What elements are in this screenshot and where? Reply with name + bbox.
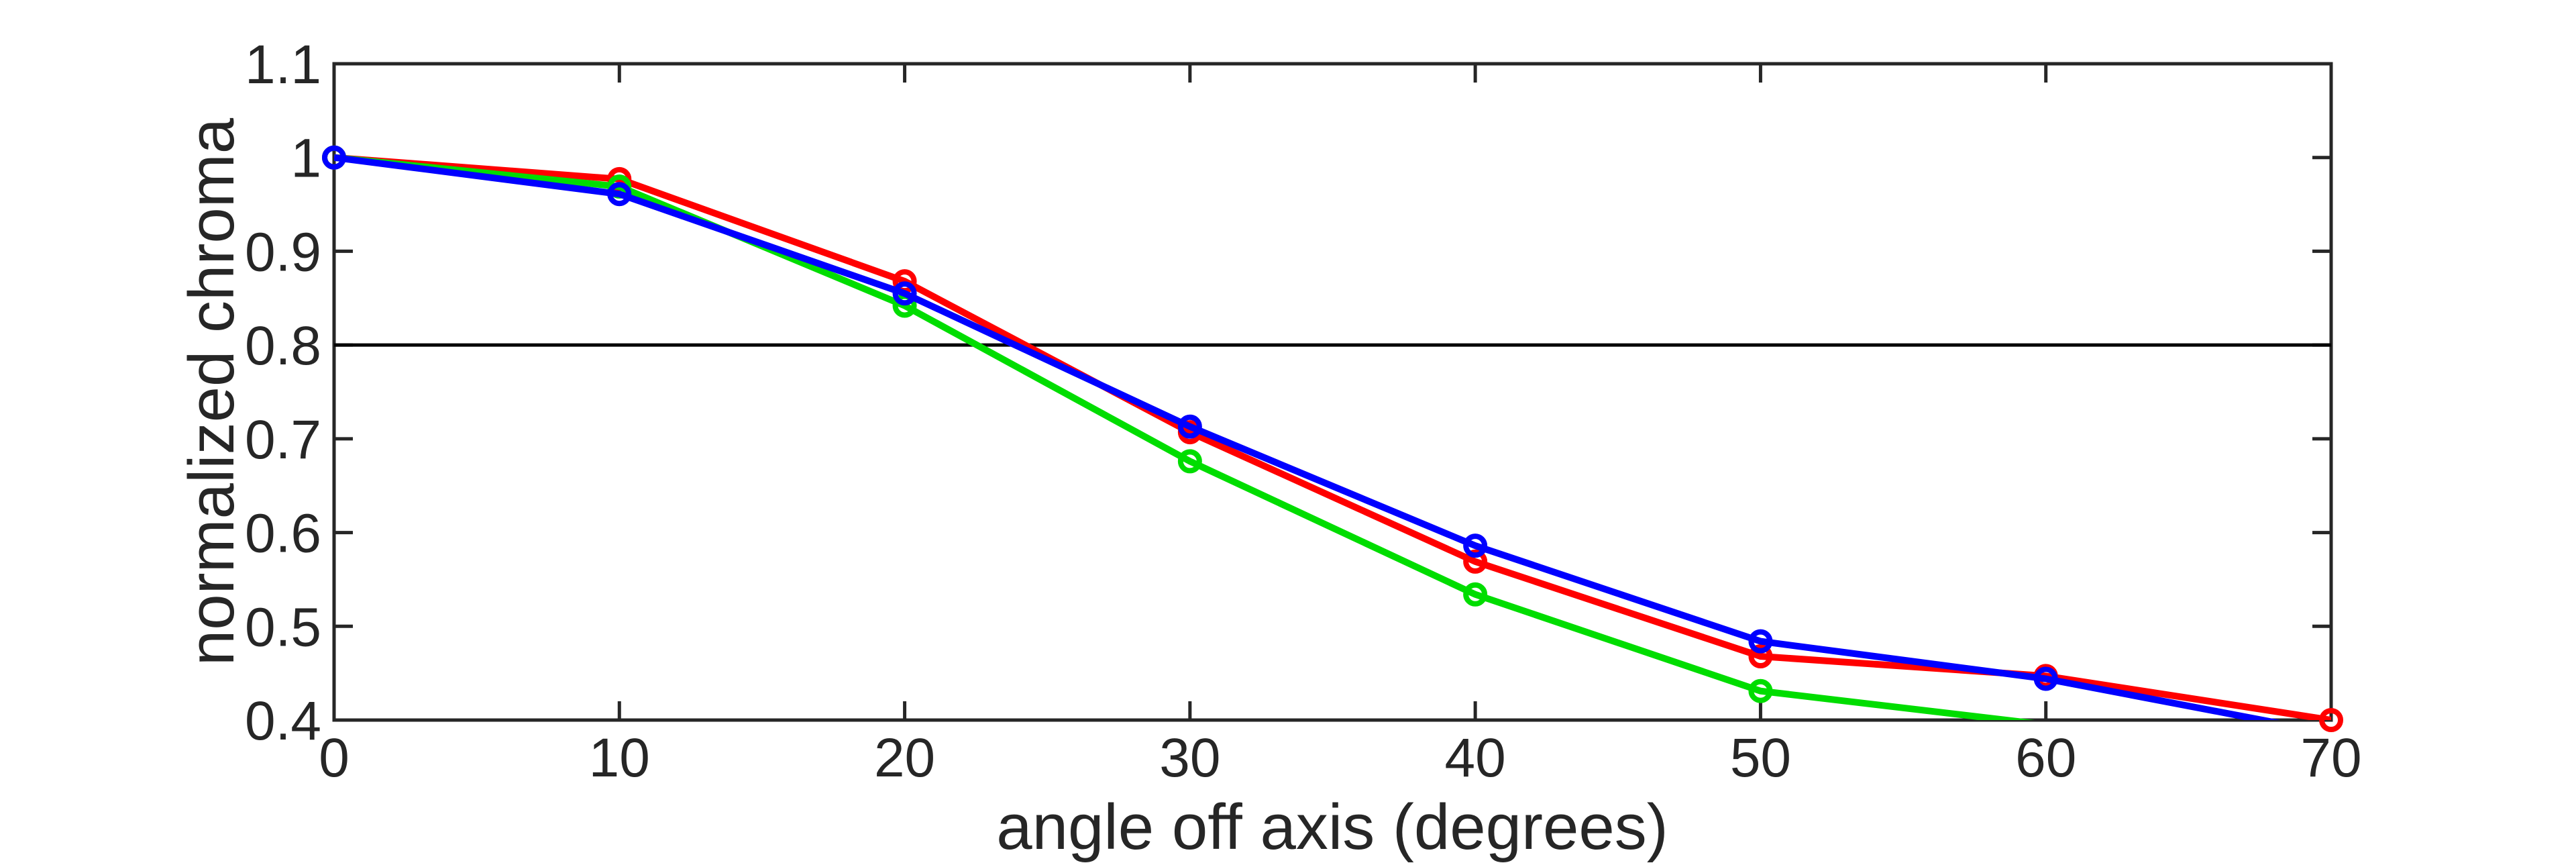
series-marker-red <box>2319 708 2343 732</box>
y-tick-label: 0.5 <box>245 597 321 658</box>
y-tick-label: 0.6 <box>245 503 321 564</box>
series-marker-green <box>1748 678 1773 703</box>
y-tick-label: 0.4 <box>245 691 321 752</box>
x-tick-label: 0 <box>319 727 350 789</box>
series-marker-red <box>1463 549 1488 574</box>
x-tick-label: 40 <box>1445 727 1506 789</box>
x-tick-label: 20 <box>874 727 935 789</box>
series-marker-blue <box>892 281 917 306</box>
series-marker-green <box>1463 582 1488 607</box>
y-tick-label: 1 <box>290 128 321 189</box>
y-axis-label: normalized chroma <box>176 117 248 666</box>
series-marker-blue <box>1177 414 1202 439</box>
x-axis-label: angle off axis (degrees) <box>996 791 1668 863</box>
series-marker-red <box>1748 644 1773 668</box>
y-tick-label: 0.7 <box>245 409 321 470</box>
y-tick-label: 0.8 <box>245 315 321 376</box>
x-tick-label: 30 <box>1159 727 1220 789</box>
series-marker-blue <box>607 182 632 207</box>
plot-box <box>332 62 2333 722</box>
y-tick-label: 1.1 <box>245 34 321 95</box>
series-line-blue <box>334 154 2281 720</box>
y-tick-label: 0.9 <box>245 221 321 283</box>
x-tick-label: 50 <box>1730 727 1791 789</box>
series-marker-blue <box>2033 666 2058 691</box>
series-line-green <box>334 154 2035 720</box>
series-marker-blue <box>322 145 346 170</box>
x-tick-label: 10 <box>589 727 650 789</box>
x-tick-label: 60 <box>2015 727 2076 789</box>
x-tick-label: 70 <box>2300 727 2361 789</box>
series-line-red <box>334 154 2331 720</box>
series-marker-blue <box>1748 629 1773 654</box>
series-marker-blue <box>1463 534 1488 558</box>
series-marker-green <box>1177 449 1202 474</box>
